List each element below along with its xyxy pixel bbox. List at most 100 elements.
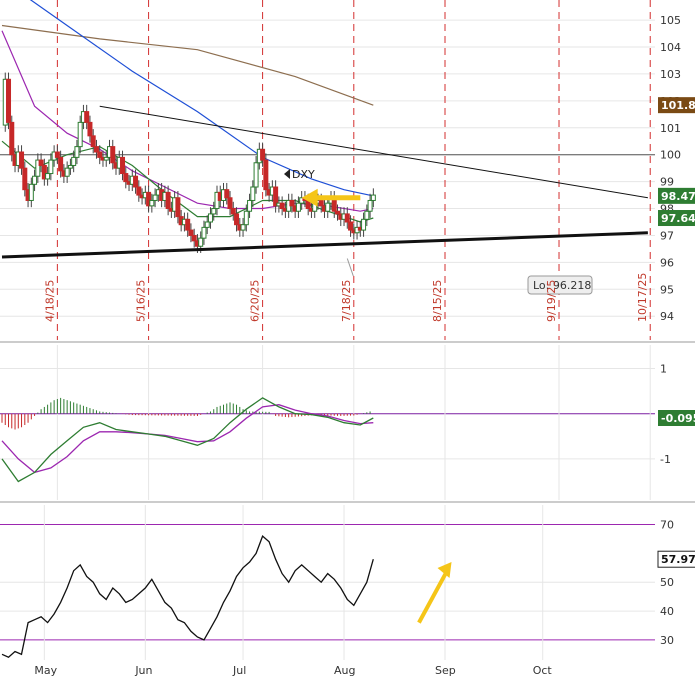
date-marker-label: 4/18/25: [43, 280, 56, 322]
candle-down: [146, 191, 152, 207]
candle-up: [253, 162, 259, 188]
month-label: May: [34, 664, 57, 677]
candle-up: [204, 221, 210, 228]
ma_long-line: [29, 0, 374, 197]
candle-up: [364, 210, 370, 220]
date-marker-label: 5/16/25: [135, 280, 148, 322]
candle-up: [149, 199, 155, 207]
arrow-head: [301, 188, 318, 207]
ma_200-line: [1, 24, 374, 106]
candle-down: [165, 191, 171, 210]
candle-up: [201, 226, 207, 239]
macd-main-line: [1, 397, 374, 483]
candle-up: [198, 237, 204, 247]
macd-tag-label: -0.095: [661, 412, 695, 425]
date-marker-label: 6/20/25: [249, 280, 262, 322]
candle-up: [325, 202, 331, 212]
price-tick-label: 103: [660, 68, 681, 81]
candle-down: [185, 218, 191, 231]
candle-down: [335, 210, 341, 215]
rsi-tick-label: 50: [660, 576, 674, 589]
candle-down: [230, 208, 236, 215]
rsi-tag-label: 57.979: [661, 553, 695, 566]
macd-lines: [1, 397, 374, 483]
candle-down: [9, 121, 15, 156]
candle-up: [77, 121, 83, 148]
low-label: Lo: 96.218: [346, 258, 593, 295]
candle-up: [152, 194, 158, 201]
yellow-arrow-icon: [301, 188, 361, 207]
rsi-arrow-head: [437, 562, 452, 579]
macd-tick-label: 1: [660, 363, 667, 376]
price-tick-label: 95: [660, 283, 674, 296]
thick-trendline: [1, 231, 648, 259]
candle-down: [279, 202, 285, 210]
low-label-text: Lo: 96.218: [533, 279, 591, 292]
price-tick-label: 99: [660, 176, 674, 189]
candle-up: [103, 156, 109, 161]
candle-down: [58, 156, 64, 172]
price-tick-label: 100: [660, 149, 681, 162]
candle-up: [28, 183, 34, 201]
macd-tag: -0.095: [658, 410, 695, 426]
date-marker-label: 10/17/25: [636, 273, 649, 322]
rsi-polyline: [1, 534, 374, 658]
symbol-label: DXY: [284, 168, 315, 181]
candle-up: [71, 156, 77, 166]
candle-up: [361, 218, 367, 231]
candle-up: [64, 167, 70, 177]
rsi-tag: 57.979: [657, 550, 695, 568]
macd-panel: 1 -1 -0.095: [0, 345, 695, 500]
candle-down: [344, 213, 350, 223]
candle-up: [45, 173, 51, 180]
candle-down: [97, 151, 103, 158]
candle-down: [19, 151, 25, 169]
candle-down: [175, 197, 181, 218]
price-tags: 101.84 98.471 97.648: [658, 97, 695, 227]
month-label: Jul: [232, 664, 246, 677]
date-marker-label: 8/15/25: [431, 280, 444, 322]
candle-down: [348, 221, 354, 231]
candle-up: [370, 194, 376, 201]
candle-up: [32, 175, 38, 185]
candle-up: [67, 164, 73, 169]
candle-down: [318, 199, 324, 207]
candle-down: [123, 173, 129, 183]
price-tag-label: 98.471: [661, 190, 695, 203]
rsi-arrow-shaft: [417, 569, 450, 624]
price-tick-label: 104: [660, 41, 681, 54]
rsi-gridlines: [0, 505, 655, 660]
candle-up: [74, 146, 80, 158]
macd-histogram: [1, 397, 371, 430]
macd-signal-line: [1, 404, 374, 474]
price-axis: 105104103102101100999897969594: [660, 14, 681, 323]
macd-tag-box: [658, 410, 695, 426]
triangle-left-icon: [284, 169, 290, 179]
month-label: Jun: [134, 664, 152, 677]
candle-down: [133, 175, 139, 188]
candle-down: [191, 234, 197, 242]
trendlines: [1, 105, 648, 259]
candle-up: [295, 202, 301, 212]
price-panel: DXY Lo: 96.218 1051041031021011009998979…: [0, 0, 695, 340]
macd-gridlines: [0, 345, 655, 500]
rsi-tick-label: 40: [660, 605, 674, 618]
candle-down: [234, 213, 240, 226]
thin-trendline: [99, 105, 648, 199]
candle-up: [250, 186, 256, 201]
candle-down: [90, 135, 96, 148]
candle-up: [48, 159, 54, 175]
candle-down: [110, 146, 116, 164]
candle-down: [224, 189, 230, 199]
rsi-tag-box: [657, 550, 695, 568]
candle-down: [136, 186, 142, 196]
candle-up: [367, 199, 373, 212]
yellow-up-arrow-icon: [417, 562, 452, 624]
candle-down: [227, 197, 233, 210]
candle-up: [243, 210, 249, 226]
month-label: Sep: [435, 664, 456, 677]
macd-axis: 1 -1: [660, 363, 671, 466]
rsi-tick-label: 30: [660, 634, 674, 647]
candle-down: [289, 199, 295, 207]
